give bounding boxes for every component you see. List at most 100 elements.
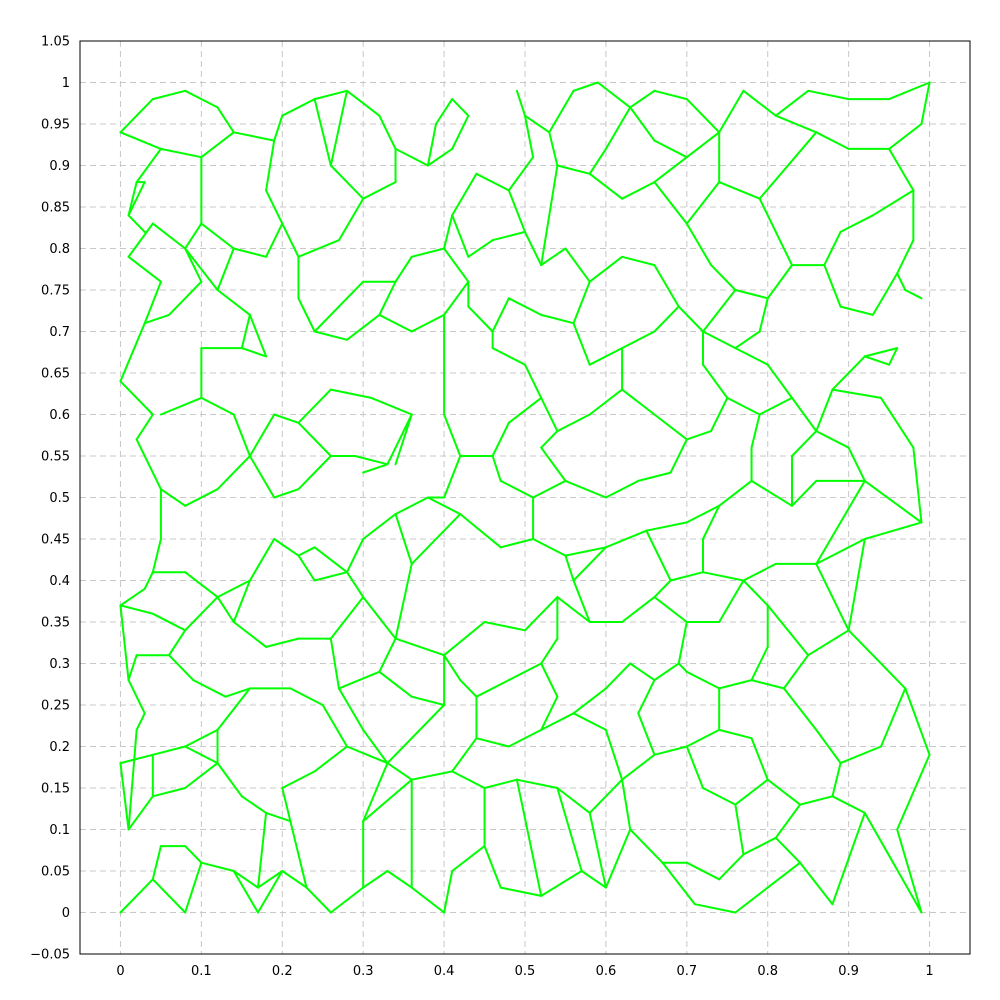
graph-edge xyxy=(604,828,632,889)
graph-edge xyxy=(750,737,769,781)
x-tick-label: 0.7 xyxy=(676,964,697,979)
graph-edge xyxy=(151,89,187,101)
graph-edge xyxy=(507,156,535,192)
graph-edge xyxy=(556,596,591,623)
graph-edge xyxy=(774,836,802,864)
graph-edge xyxy=(410,770,454,781)
graph-edge xyxy=(119,878,154,914)
graph-edge xyxy=(362,762,389,823)
graph-edge xyxy=(378,114,397,150)
graph-edge xyxy=(653,139,688,159)
graph-edge xyxy=(159,147,203,159)
graph-edge xyxy=(248,455,276,499)
graph-edge xyxy=(653,596,688,623)
graph-edge xyxy=(823,264,842,308)
graph-edge xyxy=(119,762,130,831)
graph-edge xyxy=(815,430,850,449)
y-tick-label: 0.9 xyxy=(49,159,70,174)
graph-edge xyxy=(443,247,470,283)
graph-edge xyxy=(248,538,276,582)
graph-edge xyxy=(758,297,769,333)
graph-edge xyxy=(151,745,187,756)
graph-edge xyxy=(329,388,373,399)
graph-edge xyxy=(791,396,818,433)
graph-edge xyxy=(200,222,235,250)
graph-edge xyxy=(726,396,761,416)
graph-edge xyxy=(669,571,704,582)
graph-edge xyxy=(232,247,268,258)
graph-edge xyxy=(386,413,413,466)
graph-edge xyxy=(346,745,389,765)
graph-edge xyxy=(499,886,543,897)
graph-edge xyxy=(451,845,486,872)
graph-edge xyxy=(653,305,680,333)
graph-edge xyxy=(281,787,292,823)
graph-edge xyxy=(524,363,543,399)
graph-edge xyxy=(426,496,462,516)
graph-edge xyxy=(920,81,931,125)
graph-edge xyxy=(297,421,332,457)
graph-edge xyxy=(378,280,397,316)
graph-edge xyxy=(702,571,745,582)
graph-edge xyxy=(685,861,721,881)
x-axis-ticks: 0 0.1 0.2 0.3 0.4 0.5 0.6 0.7 0.8 0.9 1 xyxy=(116,964,933,979)
graph-edge xyxy=(329,637,340,690)
graph-edge xyxy=(248,413,276,457)
graph-edge xyxy=(200,131,235,159)
graph-edge xyxy=(257,870,284,914)
graph-edge xyxy=(119,98,154,134)
y-tick-label: 0.8 xyxy=(49,242,70,257)
graph-edge xyxy=(604,106,632,150)
graph-edge xyxy=(685,670,721,690)
graph-edge xyxy=(386,762,413,781)
graph-edge xyxy=(556,413,591,433)
graph-edge xyxy=(653,181,688,225)
graph-edge xyxy=(572,712,607,731)
graph-edge xyxy=(143,280,162,325)
graph-edge xyxy=(459,513,502,549)
graph-edge xyxy=(297,554,316,582)
graph-edge xyxy=(410,695,446,706)
graph-edge xyxy=(127,728,138,831)
graph-edge xyxy=(693,903,737,914)
graph-edge xyxy=(151,222,187,250)
graph-edge xyxy=(880,687,907,748)
graph-edge xyxy=(337,670,381,690)
graph-edge xyxy=(685,728,721,748)
graph-edge xyxy=(257,811,268,889)
graph-edge xyxy=(281,770,316,789)
graph-edge xyxy=(216,687,251,731)
graph-edge xyxy=(151,845,162,881)
graph-edge xyxy=(718,479,753,507)
graph-edge xyxy=(362,513,397,540)
y-tick-label: 0.45 xyxy=(41,533,70,548)
graph-edge xyxy=(904,687,931,756)
graph-edge xyxy=(588,778,624,814)
graph-edge xyxy=(216,762,243,798)
graph-edge xyxy=(265,139,276,192)
graph-edge xyxy=(540,662,559,698)
graph-edge xyxy=(281,222,300,258)
graph-edge xyxy=(742,562,777,582)
graph-edge xyxy=(750,479,793,507)
graph-edge xyxy=(888,123,923,150)
graph-edge xyxy=(151,878,187,914)
graph-edge xyxy=(685,98,721,134)
graph-edge xyxy=(119,604,130,682)
graph-edge xyxy=(265,811,292,823)
graph-edge xyxy=(184,571,219,599)
graph-edge xyxy=(281,98,316,117)
graph-edge xyxy=(782,687,818,731)
graph-edge xyxy=(621,388,656,416)
graph-edge xyxy=(815,562,850,632)
graph-edge xyxy=(329,164,365,200)
graph-edge xyxy=(394,513,413,565)
graph-edge xyxy=(669,438,688,474)
graph-edge xyxy=(507,662,543,682)
graph-edge xyxy=(766,861,802,889)
graph-edge xyxy=(313,745,348,773)
graph-edge xyxy=(362,596,397,640)
graph-edge xyxy=(596,81,632,109)
y-tick-label: 0.35 xyxy=(41,616,70,631)
graph-edge xyxy=(346,538,365,574)
